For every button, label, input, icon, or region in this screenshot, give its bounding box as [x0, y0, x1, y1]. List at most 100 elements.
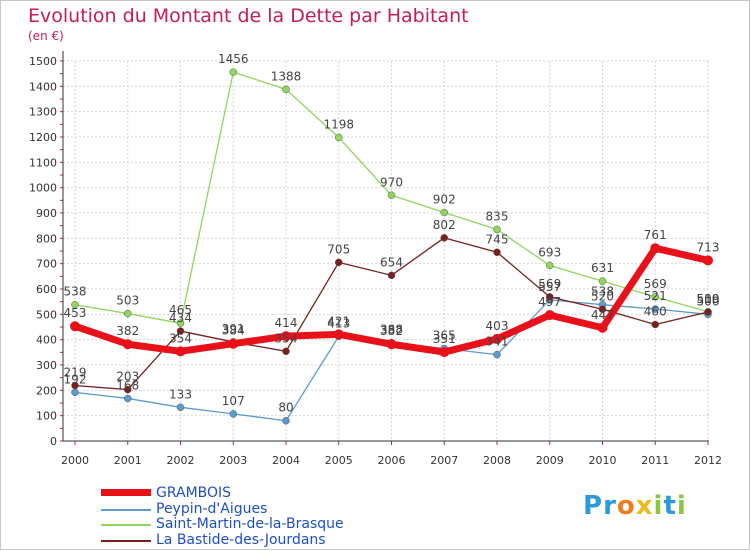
data-label-3: 520 — [591, 289, 614, 303]
data-point-0 — [650, 243, 661, 254]
data-label-1: 107 — [222, 394, 245, 408]
x-tick-label: 2000 — [61, 454, 89, 467]
x-tick-label: 2001 — [114, 454, 142, 467]
data-point-1 — [176, 403, 185, 412]
data-label-0: 382 — [380, 324, 403, 338]
data-point-0 — [703, 255, 713, 266]
x-tick-label: 2009 — [536, 454, 564, 467]
y-tick-label: 300 — [36, 359, 57, 372]
data-point-1 — [71, 388, 79, 397]
x-tick-label: 2011 — [641, 454, 669, 467]
data-label-3: 705 — [327, 242, 350, 256]
data-label-1: 538 — [591, 285, 614, 299]
data-label-0: 403 — [486, 319, 509, 333]
data-point-0 — [492, 333, 502, 344]
legend-swatch-peypin — [101, 509, 151, 511]
data-point-3 — [71, 381, 79, 390]
logo-letter: i — [653, 491, 664, 521]
data-point-0 — [439, 347, 450, 358]
data-point-3 — [704, 308, 712, 316]
data-label-1: 521 — [644, 289, 667, 303]
data-label-3: 509 — [697, 292, 720, 306]
data-point-0 — [122, 339, 133, 350]
data-label-0: 421 — [327, 314, 350, 328]
y-tick-label: 1100 — [29, 156, 57, 169]
y-tick-label: 700 — [36, 258, 57, 271]
x-tick-label: 2012 — [694, 454, 722, 467]
logo-letter: i — [676, 491, 687, 521]
data-label-1: 557 — [538, 280, 561, 294]
data-point-0 — [333, 329, 344, 340]
y-tick-label: 100 — [36, 410, 57, 423]
data-label-2: 510 — [697, 292, 720, 306]
data-label-3: 391 — [222, 322, 245, 336]
data-point-2 — [493, 225, 501, 234]
data-point-0 — [228, 338, 239, 349]
data-point-3 — [124, 385, 132, 394]
data-label-0: 447 — [591, 308, 614, 322]
series-lines — [70, 68, 713, 425]
data-label-1: 388 — [380, 323, 403, 337]
legend-item-grambois: GRAMBOIS — [101, 485, 501, 501]
data-point-2 — [71, 300, 79, 309]
data-point-3 — [598, 305, 607, 314]
legend-label-la-bastide: La Bastide-des-Jourdans — [156, 532, 326, 548]
data-point-0 — [175, 346, 186, 357]
legend-swatch-la-bastide — [101, 540, 151, 542]
data-label-2: 503 — [116, 294, 139, 308]
x-tick-label: 2006 — [378, 454, 406, 467]
data-point-2 — [440, 208, 448, 217]
x-tick-label: 2010 — [589, 454, 617, 467]
legend-item-peypin: Peypin-d'Aigues — [101, 501, 501, 517]
grid — [63, 60, 709, 442]
data-label-3: 654 — [380, 255, 403, 269]
unit-label: (en €) — [28, 29, 64, 43]
data-point-1 — [229, 410, 237, 418]
data-label-1: 192 — [64, 372, 87, 386]
y-tick-label: 1500 — [29, 55, 57, 68]
y-tick-label: 200 — [36, 384, 57, 397]
data-labels: 453 382 354 384 414 421 382 351 403 497 447 761 713 1… — [64, 52, 720, 415]
data-point-2 — [651, 293, 659, 301]
legend-swatch-grambois — [101, 489, 151, 496]
data-label-2: 970 — [380, 175, 403, 189]
data-label-0: 384 — [222, 324, 245, 338]
data-label-2: 1456 — [218, 52, 249, 66]
y-tick-label: 800 — [36, 232, 57, 245]
data-point-3 — [176, 327, 185, 335]
legend-item-la-bastide: La Bastide-des-Jourdans — [101, 532, 501, 548]
data-label-1: 341 — [486, 335, 509, 349]
data-point-2 — [546, 261, 554, 270]
data-label-2: 538 — [64, 285, 87, 299]
data-label-0: 761 — [644, 228, 667, 242]
legend-label-grambois: GRAMBOIS — [156, 485, 232, 501]
data-point-3 — [282, 347, 290, 356]
logo-letter: o — [616, 491, 636, 521]
data-label-3: 460 — [644, 304, 667, 318]
y-tick-label: 1200 — [29, 131, 57, 144]
data-point-0 — [386, 339, 397, 350]
data-label-2: 902 — [433, 192, 456, 206]
data-label-1: 413 — [327, 316, 350, 330]
proxiti-logo: Proxiti — [583, 491, 687, 521]
x-tick-label: 2003 — [219, 454, 247, 467]
data-label-1: 80 — [278, 401, 293, 415]
data-label-1: 168 — [116, 378, 139, 392]
axes: 0 100 200 300 400 500 600 700 800 900 1000 1100 1200… — [29, 51, 722, 467]
data-point-2 — [124, 309, 132, 318]
data-label-0: 497 — [538, 295, 561, 309]
data-point-2 — [598, 277, 607, 285]
data-point-1 — [124, 394, 132, 403]
data-point-1 — [282, 416, 290, 425]
data-point-2 — [387, 191, 396, 200]
legend-label-saint-martin: Saint-Martin-de-la-Brasque — [156, 516, 344, 532]
legend-item-saint-martin: Saint-Martin-de-la-Brasque — [101, 516, 501, 532]
data-point-0 — [70, 321, 80, 332]
data-label-1: 365 — [433, 329, 456, 343]
x-tick-label: 2004 — [272, 454, 300, 467]
data-point-2 — [282, 85, 290, 94]
logo-letter: r — [603, 491, 617, 521]
data-point-3 — [546, 293, 554, 301]
